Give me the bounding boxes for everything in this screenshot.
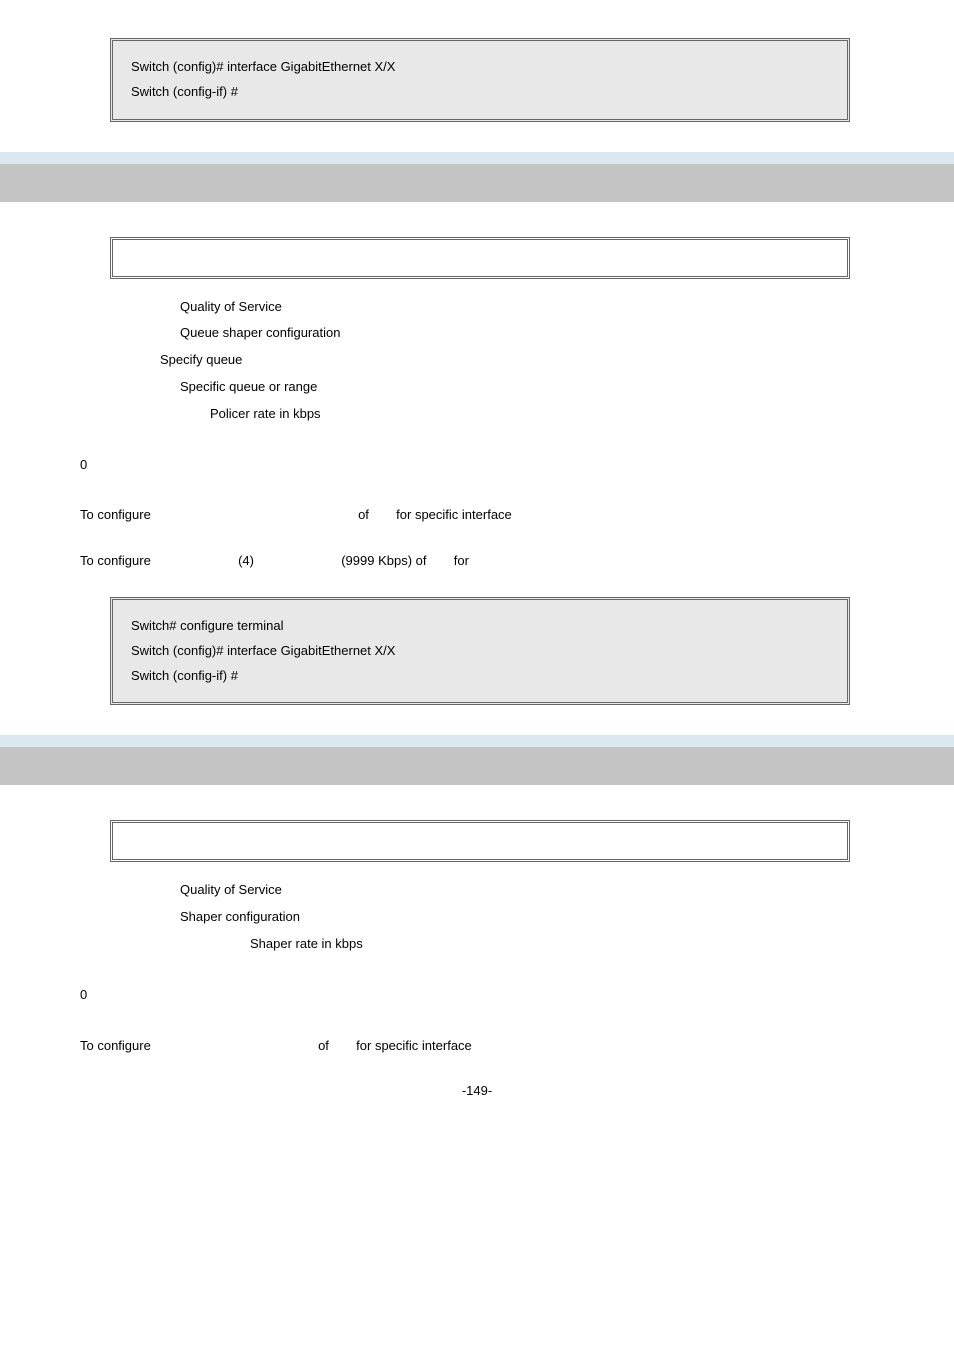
config-line-3: To configure of for specific interface <box>80 1036 874 1057</box>
param-text: Quality of Service <box>180 880 874 901</box>
param-text: Specify queue <box>160 350 874 371</box>
config-line-2: To configure (4) (9999 Kbps) of for <box>80 551 874 572</box>
text: To configure <box>80 1038 151 1053</box>
text: for specific interface <box>356 1038 472 1053</box>
text: (4) <box>238 553 254 568</box>
code-box-2: Switch# configure terminal Switch (confi… <box>110 597 850 705</box>
param-text: Policer rate in kbps <box>210 404 874 425</box>
text: for specific interface <box>396 507 512 522</box>
page-number: -149- <box>80 1081 874 1102</box>
code-line: Switch (config)# interface GigabitEthern… <box>131 641 829 662</box>
section-header-1 <box>0 152 954 202</box>
default-value: 0 <box>80 985 874 1006</box>
config-line-1: To configure of for specific interface <box>80 505 874 526</box>
code-line: Switch (config-if) # <box>131 82 829 103</box>
param-text: Shaper configuration <box>180 907 874 928</box>
param-block-2: Quality of Service Shaper configuration … <box>110 880 874 954</box>
code-line: Switch (config)# interface GigabitEthern… <box>131 57 829 78</box>
param-text: Specific queue or range <box>180 377 874 398</box>
param-text: Quality of Service <box>180 297 874 318</box>
text: of <box>318 1038 329 1053</box>
code-line: Switch# configure terminal <box>131 616 829 637</box>
text: (9999 Kbps) of <box>341 553 426 568</box>
text: To configure <box>80 507 151 522</box>
text: of <box>358 507 369 522</box>
text: for <box>454 553 469 568</box>
param-text: Queue shaper configuration <box>180 323 874 344</box>
syntax-box-2 <box>110 820 850 862</box>
param-text: Shaper rate in kbps <box>250 934 874 955</box>
section-header-2 <box>0 735 954 785</box>
code-line: Switch (config-if) # <box>131 666 829 687</box>
text: To configure <box>80 553 151 568</box>
default-value: 0 <box>80 455 874 476</box>
code-box-1: Switch (config)# interface GigabitEthern… <box>110 38 850 122</box>
syntax-box-1 <box>110 237 850 279</box>
param-block-1: Quality of Service Queue shaper configur… <box>110 297 874 425</box>
